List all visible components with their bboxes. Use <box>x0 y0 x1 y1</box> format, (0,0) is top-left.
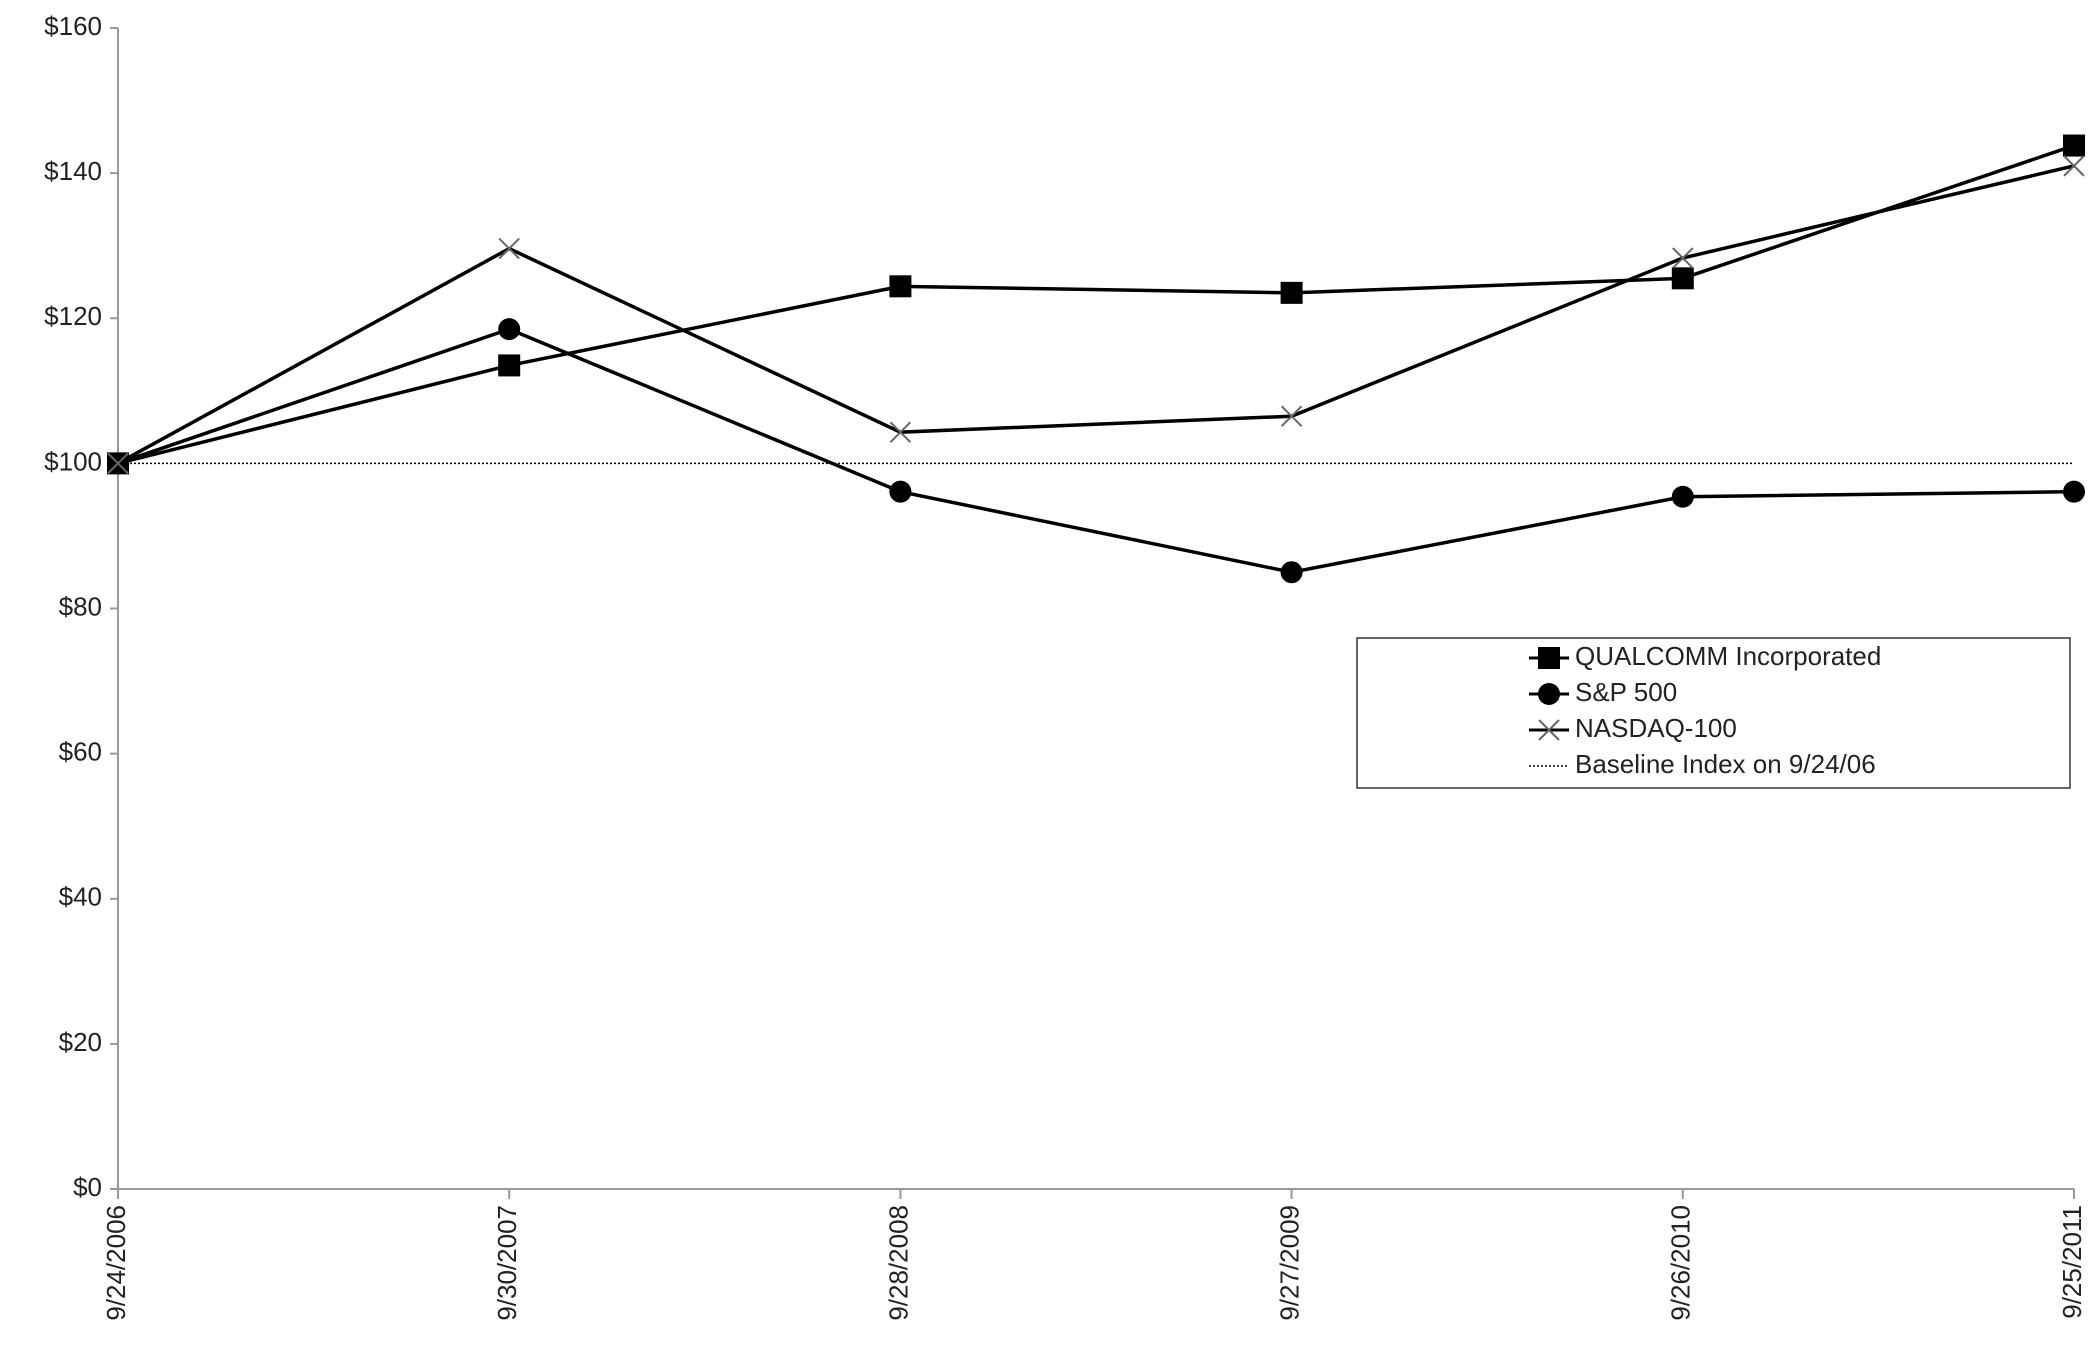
y-tick-label: $120 <box>44 301 102 331</box>
legend: QUALCOMM Incorporated S&P 500 NASDAQ-100 Ba… <box>1356 637 2071 789</box>
marker <box>1280 281 1303 304</box>
y-tick-label: $20 <box>59 1027 102 1057</box>
x-tick-label: 9/24/2006 <box>101 1205 131 1321</box>
y-tick-label: $140 <box>44 156 102 186</box>
series-line <box>117 143 2075 466</box>
marker <box>1280 405 1303 427</box>
y-tick-label: $160 <box>44 11 102 41</box>
marker <box>2063 155 2085 177</box>
y-tick-label: $60 <box>59 737 102 767</box>
marker <box>2063 134 2085 157</box>
marker <box>1671 267 1694 290</box>
marker <box>107 452 129 475</box>
x-tick-label: 9/25/2011 <box>2057 1205 2087 1319</box>
legend-label: Baseline Index on 9/24/06 <box>1575 749 1876 779</box>
x-tick-label: 9/28/2008 <box>883 1205 913 1321</box>
legend-label: S&P 500 <box>1575 677 1677 707</box>
y-tick-label: $40 <box>59 882 102 912</box>
marker <box>889 421 912 443</box>
x-tick-label: 9/30/2007 <box>492 1205 522 1321</box>
marker <box>889 275 912 298</box>
marker <box>1538 647 1560 669</box>
y-tick-label: $0 <box>73 1172 102 1202</box>
marker <box>1280 561 1303 584</box>
y-tick-label: $100 <box>44 446 102 476</box>
legend-label: QUALCOMM Incorporated <box>1575 641 1881 671</box>
x-tick-label: 9/27/2009 <box>1274 1205 1304 1321</box>
series-line <box>117 164 2075 465</box>
x-tick-label: 9/26/2010 <box>1666 1205 1696 1321</box>
series-line <box>117 327 2075 575</box>
legend-box <box>1356 637 2071 789</box>
marker <box>498 318 521 341</box>
marker <box>889 480 912 503</box>
marker <box>1538 683 1560 705</box>
marker <box>498 237 520 260</box>
legend-label: NASDAQ-100 <box>1575 713 1737 743</box>
marker <box>1672 247 1694 269</box>
y-tick-label: $80 <box>59 591 102 621</box>
marker <box>1538 719 1560 741</box>
marker <box>1671 485 1694 508</box>
marker <box>2063 480 2085 503</box>
marker <box>498 354 521 377</box>
